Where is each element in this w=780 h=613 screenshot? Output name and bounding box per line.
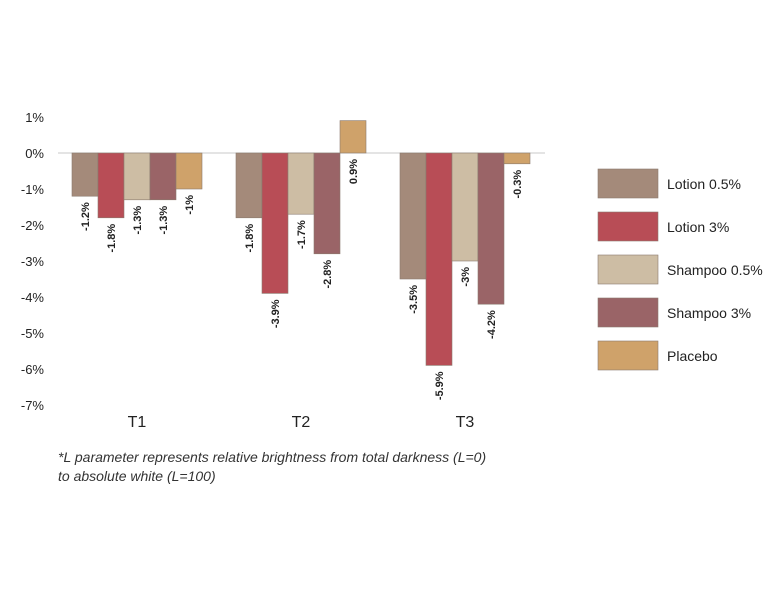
bar <box>287 152 315 215</box>
bar-value-label: -1.2% <box>80 202 92 231</box>
y-tick-label: -4% <box>21 290 45 305</box>
x-category-label: T3 <box>456 414 475 431</box>
bar-value-label: -1.8% <box>106 224 118 253</box>
x-category-label: T2 <box>292 414 311 431</box>
footnote: *L parameter represents relative brightn… <box>58 448 578 486</box>
bar-value-label: -1.3% <box>132 206 144 235</box>
legend-swatch <box>597 211 659 242</box>
bar-value-label: -3% <box>460 267 472 287</box>
bar <box>451 152 479 262</box>
legend-label: Lotion 3% <box>667 219 729 235</box>
bar-value-label: -5.9% <box>434 371 446 400</box>
bar <box>425 152 453 366</box>
bar-value-label: -4.2% <box>486 310 498 339</box>
bar-value-label: -2.8% <box>322 260 334 289</box>
bar <box>339 120 367 154</box>
bar <box>149 152 177 201</box>
bar <box>97 152 125 219</box>
bar <box>261 152 289 294</box>
x-category-label: T1 <box>128 414 147 431</box>
bar-value-label: -0.3% <box>512 170 524 199</box>
bar-value-label: -3.5% <box>408 285 420 314</box>
legend-label: Shampoo 0.5% <box>667 262 763 278</box>
legend-swatch <box>597 340 659 371</box>
y-tick-label: -1% <box>21 182 45 197</box>
y-tick-label: 0% <box>25 146 44 161</box>
footnote-line-2: to absolute white (L=100) <box>58 468 216 484</box>
bar-value-label: -1.7% <box>296 220 308 249</box>
bar-value-label: -1.8% <box>244 224 256 253</box>
bar <box>477 152 505 305</box>
bar <box>503 152 531 165</box>
bar <box>235 152 263 219</box>
y-tick-label: -7% <box>21 398 45 413</box>
bar <box>399 152 427 280</box>
legend-swatch <box>597 297 659 328</box>
bar <box>313 152 341 255</box>
y-tick-label: -2% <box>21 218 45 233</box>
bar-value-label: -3.9% <box>270 299 282 328</box>
legend-label: Shampoo 3% <box>667 305 751 321</box>
legend-label: Placebo <box>667 348 718 364</box>
bar <box>71 152 99 197</box>
y-tick-label: -3% <box>21 254 45 269</box>
footnote-line-1: *L parameter represents relative brightn… <box>58 449 487 465</box>
legend-swatch <box>597 254 659 285</box>
bar-value-label: -1.3% <box>158 206 170 235</box>
bar <box>175 152 203 190</box>
bar-value-label: -1% <box>184 195 196 215</box>
legend-label: Lotion 0.5% <box>667 176 741 192</box>
y-tick-label: -5% <box>21 326 45 341</box>
y-tick-label: 1% <box>25 110 44 125</box>
legend-swatch <box>597 168 659 199</box>
bar-value-label: 0.9% <box>348 159 360 184</box>
bar <box>123 152 151 201</box>
y-tick-label: -6% <box>21 362 45 377</box>
